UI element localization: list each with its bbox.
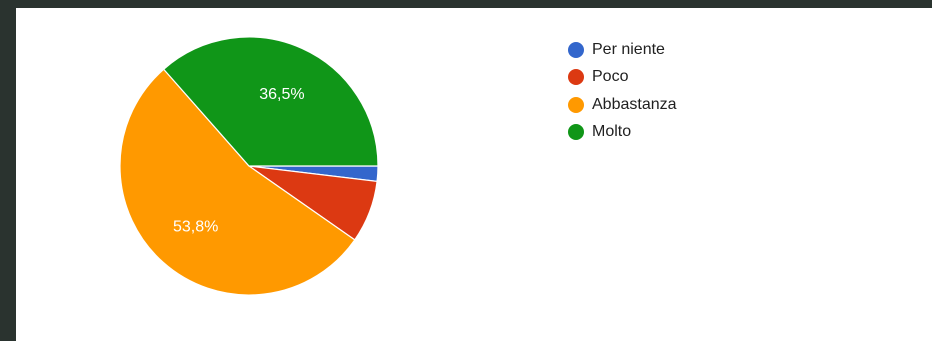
legend-label: Abbastanza <box>592 95 677 113</box>
legend-swatch-icon <box>568 96 584 113</box>
slice-label-molto: 36,5% <box>259 86 304 103</box>
pie-slices <box>119 36 379 296</box>
legend-label: Per niente <box>592 40 665 58</box>
chart-panel: 53,8% 36,5% Per niente Poco Abbastanza Molto <box>16 8 932 341</box>
pie-slice-labels: 53,8% 36,5% <box>173 86 305 236</box>
legend: Per niente Poco Abbastanza Molto <box>568 36 677 146</box>
legend-item-abbastanza: Abbastanza <box>568 91 677 119</box>
slice-label-abbastanza: 53,8% <box>173 219 218 236</box>
pie-chart: 53,8% 36,5% <box>119 36 379 296</box>
pie-slice-molto <box>162 36 379 167</box>
legend-item-molto: Molto <box>568 119 677 147</box>
legend-swatch-icon <box>568 69 584 86</box>
legend-label: Poco <box>592 68 629 86</box>
legend-label: Molto <box>592 123 632 141</box>
legend-item-per-niente: Per niente <box>568 36 677 64</box>
pie-slice-abbastanza <box>119 68 356 296</box>
legend-item-poco: Poco <box>568 64 677 92</box>
legend-swatch-icon <box>568 124 584 141</box>
legend-swatch-icon <box>568 41 584 58</box>
